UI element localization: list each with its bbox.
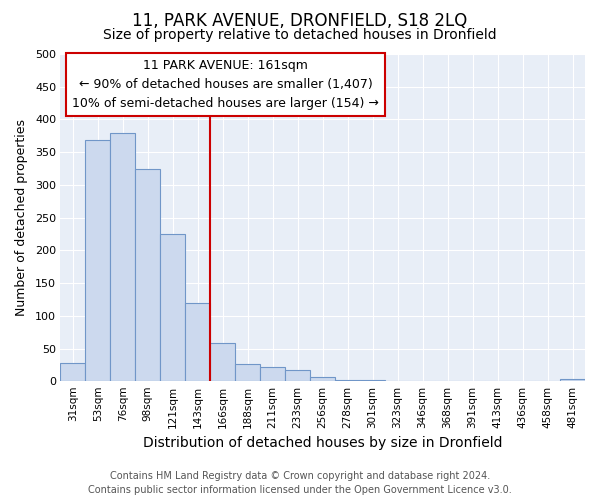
- Bar: [535, 380, 560, 382]
- Bar: [285, 370, 310, 382]
- Bar: [135, 168, 160, 382]
- Bar: [360, 380, 385, 382]
- X-axis label: Distribution of detached houses by size in Dronfield: Distribution of detached houses by size …: [143, 436, 502, 450]
- Text: 11, PARK AVENUE, DRONFIELD, S18 2LQ: 11, PARK AVENUE, DRONFIELD, S18 2LQ: [133, 12, 467, 30]
- Bar: [410, 380, 435, 382]
- Bar: [210, 344, 235, 382]
- Bar: [85, 140, 110, 382]
- Bar: [60, 363, 85, 382]
- Bar: [435, 380, 460, 382]
- Bar: [560, 379, 585, 382]
- Bar: [160, 234, 185, 382]
- Text: Size of property relative to detached houses in Dronfield: Size of property relative to detached ho…: [103, 28, 497, 42]
- Bar: [385, 380, 410, 382]
- Bar: [310, 377, 335, 382]
- Y-axis label: Number of detached properties: Number of detached properties: [15, 119, 28, 316]
- Bar: [235, 364, 260, 382]
- Text: 11 PARK AVENUE: 161sqm
← 90% of detached houses are smaller (1,407)
10% of semi-: 11 PARK AVENUE: 161sqm ← 90% of detached…: [72, 59, 379, 110]
- Bar: [260, 367, 285, 382]
- Bar: [185, 303, 210, 382]
- Bar: [485, 380, 510, 382]
- Text: Contains HM Land Registry data © Crown copyright and database right 2024.
Contai: Contains HM Land Registry data © Crown c…: [88, 471, 512, 495]
- Bar: [335, 380, 360, 382]
- Bar: [510, 380, 535, 382]
- Bar: [110, 132, 135, 382]
- Bar: [460, 380, 485, 382]
